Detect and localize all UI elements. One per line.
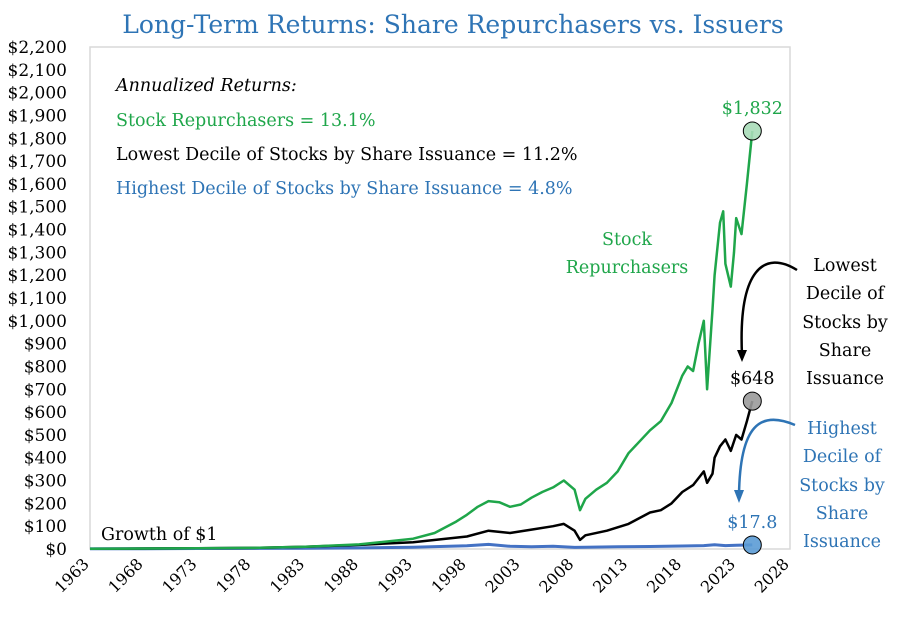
- x-tick-label: 1963: [51, 554, 93, 596]
- y-tick-label: $200: [24, 494, 67, 514]
- y-tick-label: $1,600: [8, 175, 67, 195]
- x-tick-label: 2023: [697, 554, 739, 596]
- y-tick-label: $500: [24, 426, 67, 446]
- x-tick-label: 1993: [374, 554, 416, 596]
- chart-title: Long-Term Returns: Share Repurchasers vs…: [122, 10, 783, 39]
- y-tick-label: $100: [24, 517, 67, 537]
- annotation-stock-repurchasers: Stock Repurchasers: [566, 230, 689, 278]
- y-tick-label: $0: [45, 540, 67, 560]
- y-tick-label: $1,400: [8, 221, 67, 241]
- y-tick-label: $1,000: [8, 312, 67, 332]
- y-tick-label: $900: [24, 335, 67, 355]
- annotation-highest-decile-line: Highest: [807, 419, 877, 439]
- series-layer: [89, 130, 754, 551]
- annotation-stock-repurchasers-line: Repurchasers: [566, 258, 689, 278]
- series-line-stock-repurchasers: [89, 130, 754, 551]
- arrow-highest-decile: [737, 418, 796, 496]
- annotation-lowest-decile-line: Issuance: [806, 369, 884, 389]
- y-tick-label: $1,100: [8, 289, 67, 309]
- end-label-lowest-decile: $648: [730, 369, 775, 389]
- y-tick-label: $2,100: [8, 61, 67, 81]
- y-tick-label: $1,800: [8, 129, 67, 149]
- x-tick-label: 1998: [428, 554, 470, 596]
- legend-box: Annualized Returns: Stock Repurchasers =…: [114, 76, 577, 199]
- end-marker-stock-repurchasers: [742, 121, 762, 141]
- y-tick-label: $2,200: [8, 38, 67, 58]
- end-marker-highest-decile: [742, 535, 762, 555]
- x-tick-label: 1983: [266, 554, 308, 596]
- y-tick-label: $1,700: [8, 152, 67, 172]
- legend-line-repurchasers: Stock Repurchasers = 13.1%: [116, 111, 375, 131]
- y-tick-label: $300: [24, 472, 67, 492]
- x-tick-label: 2028: [751, 554, 793, 596]
- x-tick-label: 2008: [535, 554, 577, 596]
- y-tick-label: $1,500: [8, 198, 67, 218]
- annotation-stock-repurchasers-line: Stock: [602, 230, 652, 250]
- y-tick-label: $1,300: [8, 243, 67, 263]
- x-tick-label: 1988: [320, 554, 362, 596]
- end-marker-lowest-decile: [742, 391, 762, 411]
- end-label-highest-decile: $17.8: [727, 513, 777, 533]
- legend-line-lowest-decile: Lowest Decile of Stocks by Share Issuanc…: [116, 145, 577, 165]
- annotation-growth-of-1: Growth of $1: [101, 525, 218, 545]
- annotation-lowest-decile-line: Stocks by: [802, 313, 888, 333]
- y-axis-ticks: $0 $100 $200$300 $400 $500 $600 $700 $800$900 $1…: [8, 38, 67, 560]
- annotation-highest-decile-line: Share: [816, 504, 868, 524]
- annotation-lowest-decile-line: Share: [819, 341, 871, 361]
- end-markers: $1,832 $648 $17.8: [722, 99, 783, 555]
- arrow-lowest-decile: [740, 261, 798, 356]
- annotation-lowest-decile-line: Decile of: [806, 284, 886, 304]
- arrow-lowest-decile-head: [737, 350, 747, 362]
- annotation-highest-decile-line: Decile of: [803, 447, 883, 467]
- annotation-lowest-decile-line: Lowest: [813, 256, 877, 276]
- legend-heading: Annualized Returns:: [114, 76, 297, 96]
- legend-line-highest-decile: Highest Decile of Stocks by Share Issuan…: [116, 179, 573, 199]
- y-tick-label: $600: [24, 403, 67, 423]
- annotation-highest-decile-line: Stocks by: [799, 476, 885, 496]
- x-tick-label: 2018: [643, 554, 685, 596]
- end-label-stock-repurchasers: $1,832: [722, 99, 783, 119]
- y-tick-label: $700: [24, 380, 67, 400]
- x-tick-label: 1968: [104, 554, 146, 596]
- annotation-lowest-decile: Lowest Decile of Stocks by Share Issuanc…: [802, 256, 888, 389]
- x-tick-label: 2003: [481, 554, 523, 596]
- series-line-lowest-decile: [89, 400, 754, 551]
- y-tick-label: $1,900: [8, 106, 67, 126]
- x-tick-label: 1973: [158, 554, 200, 596]
- arrow-highest-decile-head: [734, 490, 744, 503]
- y-tick-label: $1,200: [8, 266, 67, 286]
- y-tick-label: $2,000: [8, 84, 67, 104]
- x-axis-ticks: 1963 1968 1973 1978 1983 1988 1993 1998 2003 2008…: [51, 554, 793, 596]
- plot-area: [89, 46, 791, 550]
- x-tick-label: 2013: [589, 554, 631, 596]
- annotation-highest-decile-line: Issuance: [803, 532, 881, 552]
- x-tick-label: 1978: [212, 554, 254, 596]
- y-tick-label: $800: [24, 357, 67, 377]
- annotation-highest-decile: Highest Decile of Stocks by Share Issuan…: [799, 419, 885, 552]
- y-tick-label: $400: [24, 449, 67, 469]
